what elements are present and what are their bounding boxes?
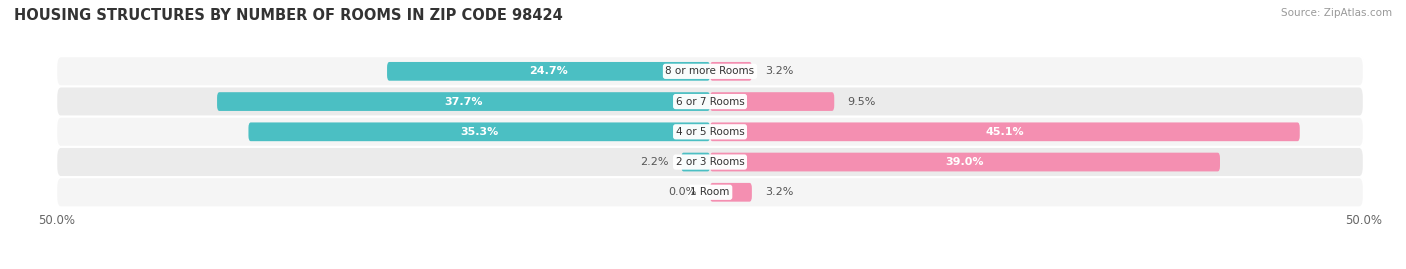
Text: Source: ZipAtlas.com: Source: ZipAtlas.com bbox=[1281, 8, 1392, 18]
Text: 2 or 3 Rooms: 2 or 3 Rooms bbox=[676, 157, 744, 167]
FancyBboxPatch shape bbox=[56, 86, 1364, 117]
FancyBboxPatch shape bbox=[710, 92, 834, 111]
FancyBboxPatch shape bbox=[682, 153, 710, 171]
FancyBboxPatch shape bbox=[710, 122, 1299, 141]
Text: 3.2%: 3.2% bbox=[765, 66, 793, 76]
Text: 4 or 5 Rooms: 4 or 5 Rooms bbox=[676, 127, 744, 137]
FancyBboxPatch shape bbox=[387, 62, 710, 81]
FancyBboxPatch shape bbox=[56, 56, 1364, 86]
Text: 3.2%: 3.2% bbox=[765, 187, 793, 197]
Text: 9.5%: 9.5% bbox=[848, 97, 876, 107]
Text: 2.2%: 2.2% bbox=[640, 157, 668, 167]
Text: 8 or more Rooms: 8 or more Rooms bbox=[665, 66, 755, 76]
FancyBboxPatch shape bbox=[217, 92, 710, 111]
FancyBboxPatch shape bbox=[56, 147, 1364, 177]
Text: 35.3%: 35.3% bbox=[460, 127, 498, 137]
Text: 45.1%: 45.1% bbox=[986, 127, 1024, 137]
FancyBboxPatch shape bbox=[710, 153, 1220, 171]
Text: 37.7%: 37.7% bbox=[444, 97, 482, 107]
Text: 39.0%: 39.0% bbox=[946, 157, 984, 167]
FancyBboxPatch shape bbox=[56, 177, 1364, 207]
Text: 6 or 7 Rooms: 6 or 7 Rooms bbox=[676, 97, 744, 107]
Text: 0.0%: 0.0% bbox=[669, 187, 697, 197]
Text: 24.7%: 24.7% bbox=[529, 66, 568, 76]
FancyBboxPatch shape bbox=[710, 183, 752, 202]
Text: HOUSING STRUCTURES BY NUMBER OF ROOMS IN ZIP CODE 98424: HOUSING STRUCTURES BY NUMBER OF ROOMS IN… bbox=[14, 8, 562, 23]
Text: 1 Room: 1 Room bbox=[690, 187, 730, 197]
FancyBboxPatch shape bbox=[249, 122, 710, 141]
FancyBboxPatch shape bbox=[710, 62, 752, 81]
FancyBboxPatch shape bbox=[56, 117, 1364, 147]
